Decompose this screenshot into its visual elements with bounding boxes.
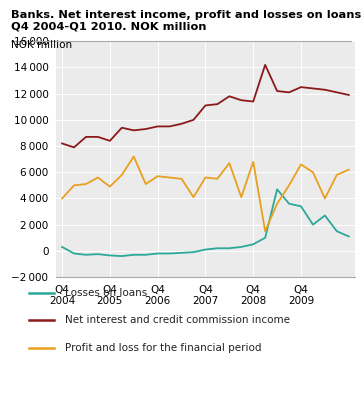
Text: Q4 2004-Q1 2010. NOK million: Q4 2004-Q1 2010. NOK million [11, 22, 206, 31]
Text: Profit and loss for the financial period: Profit and loss for the financial period [65, 343, 262, 353]
Text: NOK million: NOK million [11, 40, 72, 50]
Text: Banks. Net interest income, profit and losses on loans.: Banks. Net interest income, profit and l… [11, 10, 362, 20]
Text: Losses on loans: Losses on loans [65, 288, 147, 298]
Text: Net interest and credit commission income: Net interest and credit commission incom… [65, 315, 290, 325]
